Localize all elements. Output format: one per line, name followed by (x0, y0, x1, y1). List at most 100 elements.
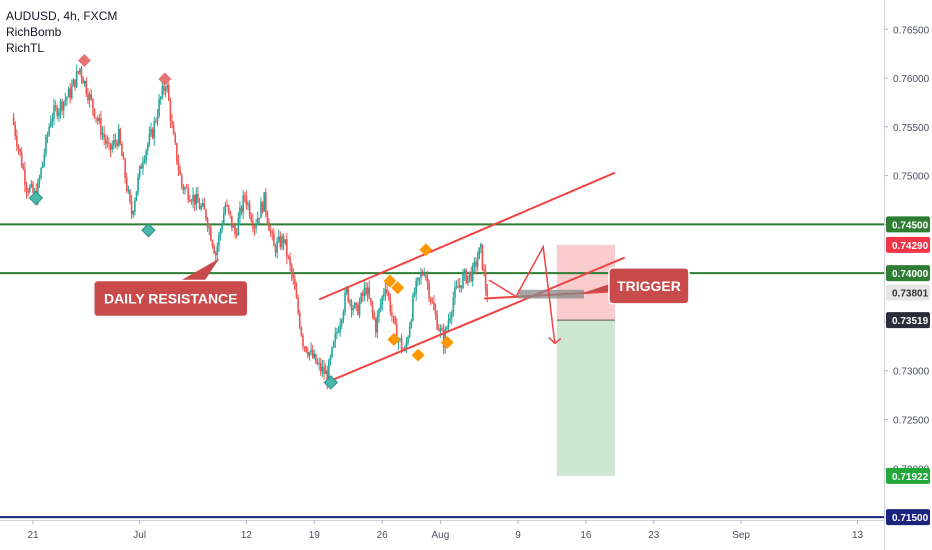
candle (373, 310, 375, 321)
candle (159, 95, 162, 105)
candle (182, 184, 185, 195)
time-axis[interactable]: 21 Jul 12 19 26 Aug 9 16 23 Sep 13 (0, 520, 884, 550)
candle (245, 190, 248, 210)
candle (337, 325, 340, 334)
candle (336, 327, 338, 339)
price-axis[interactable]: 0.76500 0.76000 0.75500 0.75000 0.74500 0.740… (884, 0, 932, 550)
candle-body (384, 289, 387, 294)
candle-body (195, 193, 198, 205)
candle-body (310, 349, 312, 353)
candle-body (471, 265, 474, 282)
candle (478, 247, 480, 260)
candle (54, 100, 57, 112)
candle-body (371, 303, 374, 313)
candle (164, 85, 167, 98)
candle (221, 220, 223, 234)
candle (64, 92, 67, 107)
candle (208, 223, 211, 236)
candle-body (429, 297, 432, 302)
candle (383, 287, 385, 301)
price-label-text: 0.74500 (892, 220, 929, 231)
candle (410, 318, 413, 329)
candle-body (263, 192, 265, 212)
candle (276, 236, 278, 259)
candle (67, 86, 70, 98)
candle (339, 318, 341, 337)
candle-body (106, 142, 109, 144)
candle (433, 295, 435, 311)
candle (103, 125, 105, 146)
candle (24, 161, 26, 193)
candle (247, 200, 249, 211)
candle-body (277, 236, 280, 242)
candle (38, 174, 41, 189)
candle (82, 76, 84, 84)
candle-body (370, 298, 372, 304)
time-tick-label: 26 (377, 530, 389, 541)
candle (292, 268, 295, 285)
indicator-richtl[interactable]: RichTL (6, 41, 45, 55)
price-label-text: 0.73519 (892, 316, 929, 327)
candle-body (132, 211, 135, 215)
candle-body (229, 211, 232, 216)
candle (206, 216, 209, 232)
candle-body (389, 297, 392, 313)
candle-body (237, 218, 240, 236)
candle-body (119, 128, 122, 144)
candle (447, 313, 450, 333)
candle-body (71, 86, 73, 99)
candle (298, 309, 301, 330)
candle-body (66, 97, 68, 100)
candle-body (58, 111, 60, 117)
candle (290, 262, 293, 281)
candle (32, 181, 34, 194)
candle (190, 198, 193, 205)
candle (407, 335, 409, 346)
candle-body (227, 205, 230, 212)
candle-body (295, 289, 298, 298)
candle (134, 197, 136, 216)
candle (370, 297, 372, 307)
candle-body (210, 227, 212, 241)
candle-body (334, 333, 337, 342)
candle-body (349, 300, 351, 302)
candle-body (399, 338, 401, 340)
candle-body (153, 121, 156, 139)
candle (184, 185, 186, 195)
candle-body (211, 240, 214, 247)
candle (169, 97, 172, 129)
candle-body (46, 134, 49, 137)
symbol-title[interactable]: AUDUSD, 4h, FXCM (6, 9, 118, 23)
candle-body (355, 303, 358, 305)
candle (418, 277, 421, 285)
candle (376, 310, 379, 339)
candle-body (400, 338, 403, 350)
price-tick-label: 0.75500 (893, 123, 930, 134)
candle-body (100, 118, 102, 135)
candle-body (434, 309, 437, 316)
candle-body (421, 273, 424, 275)
time-tick-label: 16 (580, 530, 592, 541)
diamond-marker-red (158, 72, 172, 86)
candle (413, 287, 416, 298)
candle (305, 346, 308, 354)
candle (350, 299, 353, 318)
candle-body (121, 143, 123, 157)
candle-body (260, 202, 262, 218)
candle (300, 326, 303, 337)
candle (483, 263, 485, 277)
candle (129, 188, 131, 205)
candle (416, 277, 419, 287)
candle (200, 203, 202, 212)
candle (203, 197, 206, 210)
price-label-bg (886, 467, 930, 484)
candle (28, 184, 31, 194)
indicator-richbomb[interactable]: RichBomb (6, 25, 62, 39)
candle-body (480, 244, 482, 248)
candle-body (457, 286, 459, 288)
candle-body (232, 225, 235, 228)
candle (41, 161, 44, 169)
diamond-marker-orange (391, 281, 405, 295)
candle (119, 127, 122, 146)
